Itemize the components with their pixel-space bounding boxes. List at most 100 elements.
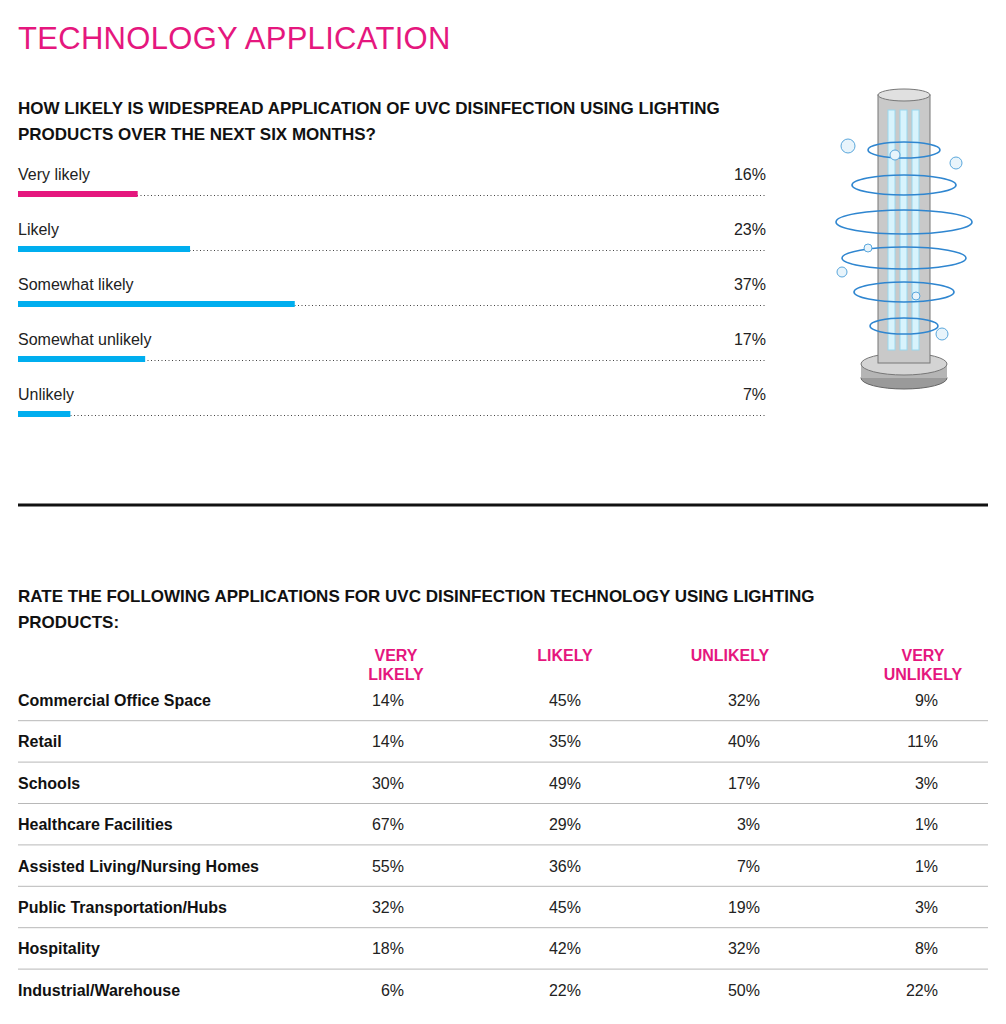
table-cell: 18% bbox=[372, 940, 404, 957]
table-cell: 6% bbox=[381, 982, 404, 999]
row-label: Hospitality bbox=[18, 940, 100, 957]
table-cell: 3% bbox=[915, 775, 938, 792]
uv-wave bbox=[852, 175, 956, 195]
table-cell: 55% bbox=[372, 858, 404, 875]
row-label: Schools bbox=[18, 775, 80, 792]
particle bbox=[890, 150, 900, 160]
particle bbox=[936, 328, 948, 340]
bar bbox=[18, 356, 145, 362]
table-cell: 8% bbox=[915, 940, 938, 957]
uv-wave bbox=[868, 142, 940, 158]
row-label: Retail bbox=[18, 733, 62, 750]
text-line: UNLIKELY bbox=[691, 647, 770, 664]
table-cell: 32% bbox=[372, 899, 404, 916]
lamp-top bbox=[878, 89, 930, 101]
table-cell: 14% bbox=[372, 733, 404, 750]
table-cell: 11% bbox=[907, 733, 938, 750]
text-line: UNLIKELY bbox=[884, 666, 963, 683]
table-title: RATE THE FOLLOWING APPLICATIONS FOR UVC … bbox=[18, 587, 814, 632]
category-label: Somewhat likely bbox=[18, 276, 134, 293]
column-header: LIKELY bbox=[537, 647, 593, 664]
bar bbox=[18, 411, 70, 417]
table-cell: 49% bbox=[549, 775, 581, 792]
lamp-tube bbox=[912, 110, 919, 350]
row-divider bbox=[18, 803, 988, 804]
particle bbox=[837, 267, 847, 277]
column-header: UNLIKELY bbox=[691, 647, 770, 664]
data-label: 23% bbox=[734, 221, 766, 238]
row-label: Public Transportation/Hubs bbox=[18, 899, 227, 916]
chart-title: HOW LIKELY IS WIDESPREAD APPLICATION OF … bbox=[18, 99, 720, 144]
column-header: VERY LIKELY bbox=[368, 647, 424, 683]
row-label: Assisted Living/Nursing Homes bbox=[18, 858, 259, 875]
data-label: 16% bbox=[734, 166, 766, 183]
particle bbox=[864, 244, 872, 252]
particle bbox=[841, 139, 855, 153]
uv-wave bbox=[854, 282, 954, 302]
table-cell: 22% bbox=[906, 982, 938, 999]
lamp-column bbox=[878, 95, 930, 363]
table-cell: 40% bbox=[728, 733, 760, 750]
illustration bbox=[836, 89, 972, 389]
row-label: Commercial Office Space bbox=[18, 692, 211, 709]
row-divider bbox=[18, 969, 988, 970]
table-cell: 32% bbox=[728, 692, 760, 709]
text-line: PRODUCTS: bbox=[18, 613, 119, 632]
text-line: HOW LIKELY IS WIDESPREAD APPLICATION OF … bbox=[18, 99, 720, 118]
plot-area bbox=[18, 191, 295, 417]
column-header: VERY UNLIKELY bbox=[884, 647, 963, 683]
category-label: Somewhat unlikely bbox=[18, 331, 151, 348]
table-cell: 17% bbox=[728, 775, 760, 792]
uv-wave bbox=[870, 318, 938, 334]
row-label: Industrial/Warehouse bbox=[18, 982, 180, 999]
table-cell: 7% bbox=[737, 858, 760, 875]
table-cell: 3% bbox=[737, 816, 760, 833]
text-line: RATE THE FOLLOWING APPLICATIONS FOR UVC … bbox=[18, 587, 814, 606]
table-cell: 19% bbox=[728, 899, 760, 916]
page-title: TECHNOLOGY APPLICATION bbox=[18, 21, 451, 56]
table-cell: 14% bbox=[372, 692, 404, 709]
table-cell: 1% bbox=[915, 858, 938, 875]
data-label: 37% bbox=[734, 276, 766, 293]
table-cell: 32% bbox=[728, 940, 760, 957]
table-cell: 67% bbox=[372, 816, 404, 833]
table-cell: 36% bbox=[549, 858, 581, 875]
row-divider bbox=[18, 720, 988, 721]
particle bbox=[912, 292, 920, 300]
uv-wave bbox=[842, 247, 966, 269]
text-line: PRODUCTS OVER THE NEXT SIX MONTHS? bbox=[18, 125, 376, 144]
text-line: LIKELY bbox=[368, 666, 424, 683]
table-cell: 1% bbox=[915, 816, 938, 833]
row-divider bbox=[18, 762, 988, 763]
category-label: Likely bbox=[18, 221, 59, 238]
category-label: Unlikely bbox=[18, 386, 74, 403]
table-cell: 22% bbox=[549, 982, 581, 999]
row-divider bbox=[18, 844, 988, 845]
table-cell: 42% bbox=[549, 940, 581, 957]
row-divider bbox=[18, 927, 988, 928]
text-line: VERY bbox=[375, 647, 418, 664]
table-cell: 29% bbox=[549, 816, 581, 833]
data-label: 17% bbox=[734, 331, 766, 348]
uv-wave bbox=[836, 210, 972, 234]
text-line: LIKELY bbox=[537, 647, 593, 664]
table-cell: 45% bbox=[549, 899, 581, 916]
bar bbox=[18, 246, 190, 252]
data-label: 7% bbox=[743, 386, 766, 403]
row-label: Healthcare Facilities bbox=[18, 816, 173, 833]
lamp-tube bbox=[900, 110, 907, 350]
table-cell: 45% bbox=[549, 692, 581, 709]
separator bbox=[18, 504, 988, 507]
lamp-tube bbox=[888, 110, 895, 350]
axis-line bbox=[18, 415, 766, 416]
particle bbox=[950, 157, 962, 169]
table-cell: 35% bbox=[549, 733, 581, 750]
bar bbox=[18, 301, 295, 307]
table-cell: 30% bbox=[372, 775, 404, 792]
bar bbox=[18, 191, 138, 197]
row-divider bbox=[18, 886, 988, 887]
category-label: Very likely bbox=[18, 166, 90, 183]
text-line: VERY bbox=[902, 647, 945, 664]
table-cell: 9% bbox=[915, 692, 938, 709]
table-cell: 3% bbox=[915, 899, 938, 916]
